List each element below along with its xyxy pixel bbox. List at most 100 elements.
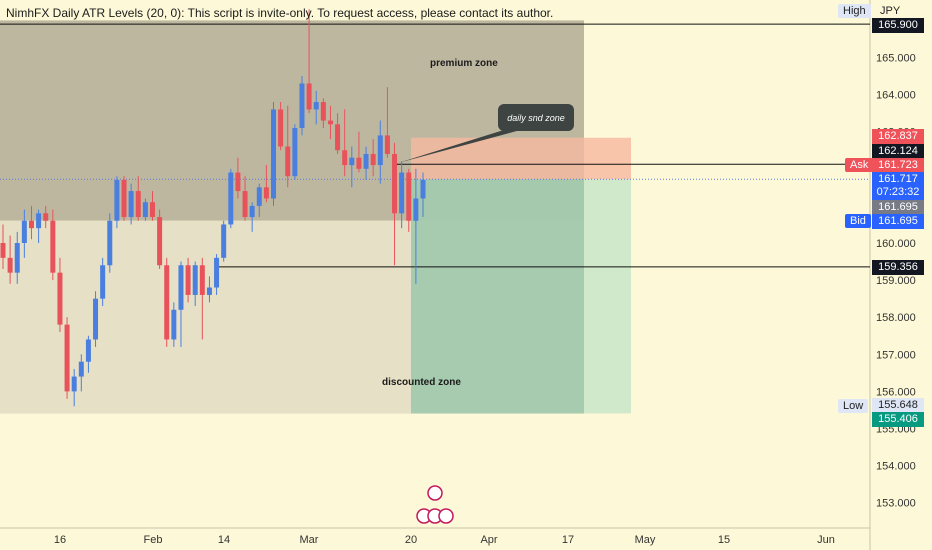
- candle-body: [21, 220, 27, 243]
- candle-body: [206, 287, 212, 295]
- candle-body: [406, 172, 412, 221]
- y-tick-label: 158.000: [876, 312, 916, 324]
- y-tick-label: 164.000: [876, 90, 916, 102]
- candle-body: [57, 272, 63, 325]
- y-tick-label: 160.000: [876, 238, 916, 250]
- target-overlap-rect: [411, 179, 584, 414]
- entry-price-label: 162.124: [872, 144, 924, 159]
- y-tick-label: 156.000: [876, 386, 916, 398]
- candle-body: [320, 102, 326, 121]
- x-tick-label: May: [635, 534, 656, 546]
- last-price-label: 161.717: [872, 172, 924, 187]
- candle-body: [420, 179, 426, 199]
- level-price-label: 159.356: [872, 260, 924, 275]
- x-tick-label: 17: [562, 534, 574, 546]
- candle-body: [342, 150, 348, 166]
- x-tick-label: 15: [718, 534, 730, 546]
- candle-body: [370, 153, 376, 166]
- candle-body: [356, 157, 362, 169]
- bid-tag: Bid: [845, 214, 871, 228]
- currency-label: JPY: [880, 5, 901, 17]
- countdown-label: 07:23:32: [872, 185, 924, 200]
- x-tick-label: 20: [405, 534, 417, 546]
- candle-body: [149, 202, 155, 218]
- zone-top-price-label: 162.837: [872, 129, 924, 144]
- candle-body: [363, 153, 369, 169]
- y-tick-label: 159.000: [876, 275, 916, 287]
- discounted-zone-label: discounted zone: [382, 377, 461, 388]
- candle-body: [235, 172, 241, 192]
- x-tick-label: 16: [54, 534, 66, 546]
- candle-body: [7, 257, 13, 273]
- candle-body: [43, 213, 49, 221]
- candle-body: [185, 265, 191, 295]
- bid-price-label: 161.695: [872, 214, 924, 229]
- candle-body: [285, 146, 291, 177]
- candle-body: [327, 120, 333, 125]
- candle-body: [0, 243, 6, 258]
- candle-body: [413, 198, 419, 221]
- candle-body: [221, 224, 227, 258]
- candle-body: [85, 339, 91, 362]
- low-price-label: 155.648: [872, 398, 924, 413]
- candle-body: [249, 205, 255, 218]
- candle-body: [242, 191, 248, 218]
- candle-body: [271, 109, 277, 199]
- candle-body: [71, 376, 77, 392]
- candle-body: [171, 309, 177, 340]
- candle-body: [192, 265, 198, 295]
- low-tag: Low: [838, 399, 869, 413]
- candle-body: [214, 257, 220, 288]
- y-tick-label: 157.000: [876, 349, 916, 361]
- candle-body: [157, 217, 163, 266]
- candle-body: [142, 202, 148, 218]
- candle-body: [392, 153, 398, 214]
- candle-body: [228, 172, 234, 225]
- candle-body: [349, 157, 355, 166]
- candle-body: [14, 243, 20, 273]
- x-tick-label: Apr: [480, 534, 497, 546]
- y-tick-label: 165.000: [876, 53, 916, 65]
- candle-body: [36, 213, 42, 229]
- callout-pointer: [398, 128, 528, 163]
- candle-body: [292, 127, 298, 177]
- ask-tag: Ask: [845, 158, 874, 172]
- target-price-label: 155.406: [872, 412, 924, 427]
- candle-body: [78, 361, 84, 377]
- candle-body: [377, 135, 383, 166]
- x-tick-label: Jun: [817, 534, 835, 546]
- callout-bubble[interactable]: daily snd zone: [498, 104, 574, 131]
- candle-body: [335, 124, 341, 151]
- candle-body: [199, 265, 205, 295]
- candle-body: [164, 265, 170, 340]
- high-tag: High: [838, 4, 871, 18]
- candle-body: [128, 191, 134, 218]
- candle-body: [135, 191, 141, 218]
- candle-body: [121, 179, 127, 218]
- ask-price-label: 161.723: [872, 158, 924, 173]
- candle-body: [299, 83, 305, 128]
- candle-body: [107, 220, 113, 266]
- supply-zone-rect: [411, 137, 631, 180]
- candle-body: [114, 179, 120, 221]
- y-tick-label: 154.000: [876, 461, 916, 473]
- candle-body: [28, 220, 34, 229]
- candle-body: [64, 324, 70, 392]
- candle-body: [384, 135, 390, 154]
- indicator-title: NimhFX Daily ATR Levels (20, 0): This sc…: [6, 6, 554, 20]
- x-tick-label: Feb: [144, 534, 163, 546]
- candle-body: [256, 187, 262, 206]
- premium-zone-label: premium zone: [430, 58, 498, 69]
- candle-body: [313, 102, 319, 110]
- candle-body: [93, 298, 99, 340]
- candle-body: [263, 187, 269, 199]
- y-tick-label: 153.000: [876, 498, 916, 510]
- x-tick-label: Mar: [300, 534, 319, 546]
- candle-body: [178, 265, 184, 310]
- high-price-label: 165.900: [872, 18, 924, 33]
- gray-price-label: 161.695: [872, 200, 924, 215]
- event-flag-icon: [427, 485, 443, 501]
- candle-body: [278, 109, 284, 147]
